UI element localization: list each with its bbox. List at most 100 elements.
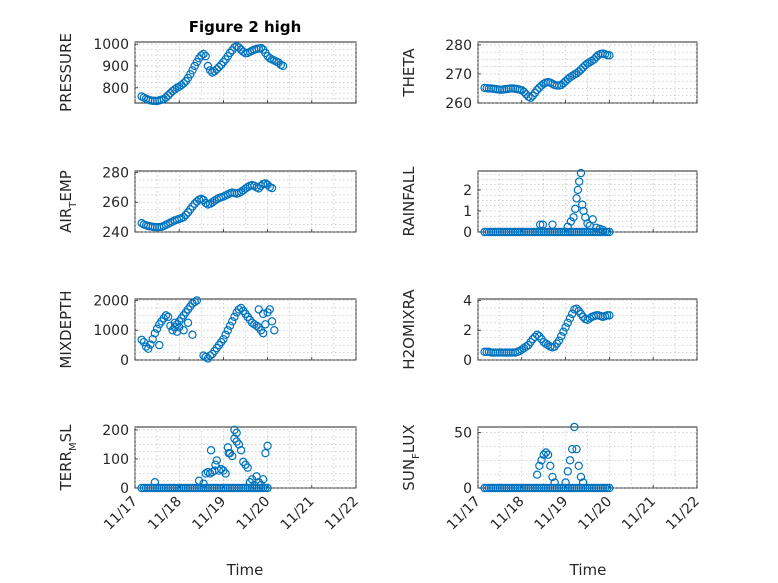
data-point <box>576 65 586 74</box>
data-point <box>263 441 272 451</box>
data-point <box>181 210 191 220</box>
data-point <box>504 348 513 357</box>
x-axis-label-left: Time <box>226 561 264 579</box>
data-point <box>495 348 505 357</box>
data-point <box>486 348 496 357</box>
data-point <box>574 177 584 186</box>
y-axis-label: H2OMIXRA <box>400 289 418 370</box>
data-point <box>603 483 612 493</box>
data-point <box>214 62 224 72</box>
subplot-airtemp: 240 260 280 AIRTEMP <box>57 165 357 241</box>
data-point <box>232 428 241 438</box>
data-point <box>495 227 505 237</box>
y-tick-label: 1000 <box>93 323 129 339</box>
data-point <box>502 483 511 493</box>
data-point <box>537 456 546 465</box>
data-point <box>141 342 151 351</box>
data-point <box>486 227 496 237</box>
plot-area <box>477 426 698 489</box>
data-point <box>502 227 511 237</box>
data-point <box>489 348 498 357</box>
data-point <box>554 483 564 493</box>
data-point <box>236 446 246 455</box>
data-point <box>567 227 577 237</box>
y-tick-label: 2000 <box>93 293 129 309</box>
data-point <box>539 483 548 493</box>
y-tick-label: 240 <box>102 225 129 241</box>
data-point <box>521 342 531 351</box>
data-point <box>495 483 505 493</box>
data-point <box>179 212 188 222</box>
data-point <box>570 422 579 432</box>
data-point <box>254 305 263 314</box>
data-point <box>557 227 566 237</box>
data-point <box>576 483 586 493</box>
data-point <box>224 448 233 458</box>
data-point <box>491 483 500 493</box>
data-point <box>188 202 197 211</box>
data-point <box>232 437 241 446</box>
data-point <box>550 478 559 487</box>
data-point <box>561 483 570 493</box>
data-point <box>155 340 164 350</box>
data-point <box>254 184 263 193</box>
data-point <box>559 483 568 493</box>
data-point <box>519 227 529 237</box>
data-point <box>152 324 162 333</box>
data-point <box>265 305 275 314</box>
data-point <box>574 461 583 471</box>
data-point <box>515 483 524 493</box>
data-point <box>526 93 535 102</box>
data-point <box>566 217 576 226</box>
data-point <box>537 483 546 493</box>
data-point <box>530 227 540 237</box>
data-point <box>539 450 548 459</box>
data-point <box>578 200 587 209</box>
data-point <box>491 227 500 237</box>
y-tick-label: 4 <box>463 293 472 309</box>
data-point <box>508 227 518 237</box>
data-point <box>212 456 221 465</box>
data-point <box>573 185 583 195</box>
data-point <box>521 483 531 493</box>
data-point <box>497 227 507 237</box>
data-point <box>508 483 518 493</box>
data-point <box>482 227 491 237</box>
data-point <box>506 483 516 493</box>
data-point <box>500 348 509 357</box>
data-point <box>188 66 197 75</box>
data-point <box>517 483 527 493</box>
data-point <box>192 296 202 305</box>
subplot-pressure: 800 900 1000 PRESSURE <box>57 33 357 112</box>
data-point <box>585 483 594 493</box>
data-point <box>144 344 153 353</box>
data-point <box>146 340 155 349</box>
x-axis-label-right: Time <box>569 561 607 579</box>
data-point <box>578 483 588 493</box>
data-point <box>223 326 233 335</box>
data-point <box>535 461 544 471</box>
data-point <box>205 351 215 360</box>
y-tick-label: 900 <box>102 59 129 75</box>
data-point <box>489 483 498 493</box>
data-point <box>203 61 213 71</box>
y-tick-label: 260 <box>102 195 129 211</box>
data-point <box>526 483 535 493</box>
data-point <box>506 227 516 237</box>
data-point <box>557 331 566 341</box>
data-point <box>230 312 239 322</box>
data-point <box>223 443 233 452</box>
data-point <box>194 476 204 485</box>
data-point <box>559 327 568 336</box>
data-point <box>137 335 146 344</box>
data-point <box>161 311 171 320</box>
data-point <box>548 220 557 229</box>
data-point <box>258 329 268 338</box>
data-point <box>199 49 208 59</box>
data-point <box>532 227 542 237</box>
data-point <box>572 304 581 313</box>
data-point <box>548 483 557 493</box>
data-point <box>163 91 173 100</box>
data-point <box>278 61 288 71</box>
